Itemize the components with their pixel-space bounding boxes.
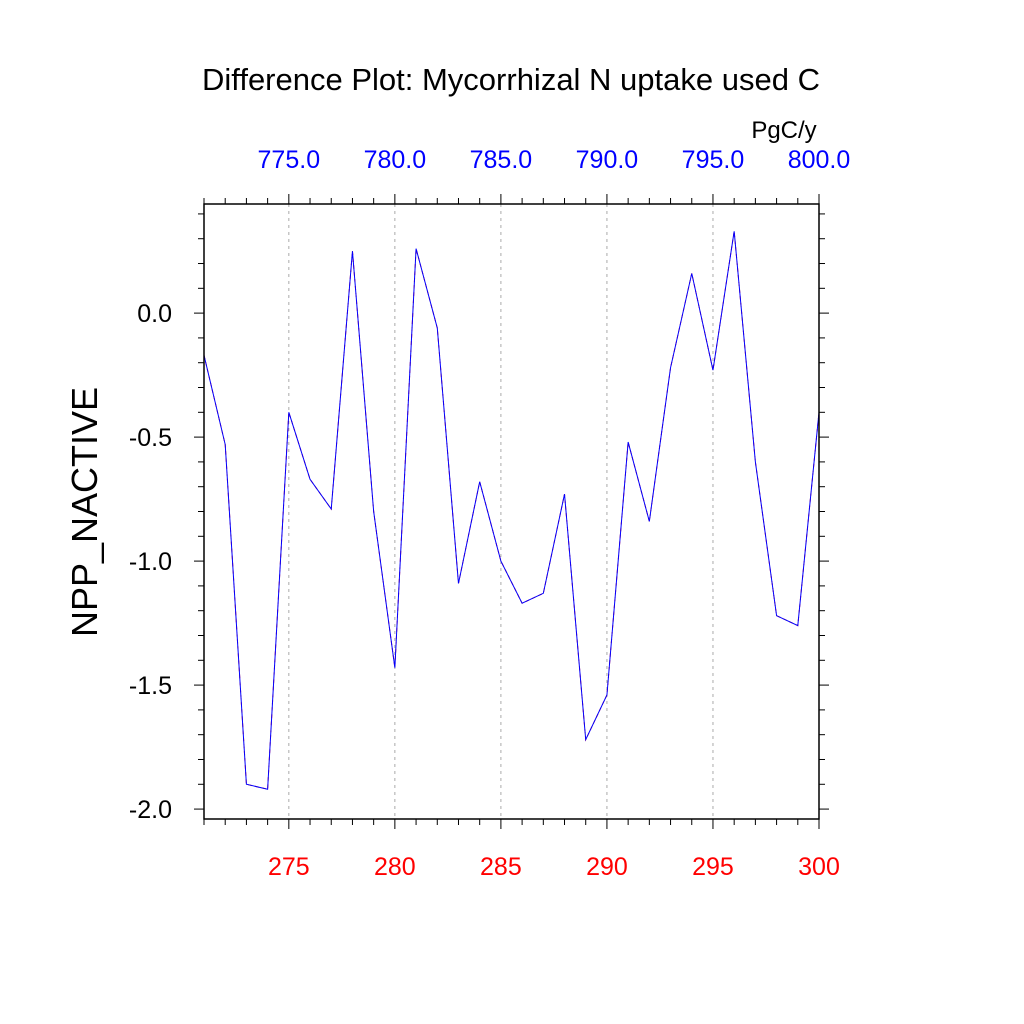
x-tick-label: 275 — [268, 853, 310, 881]
y-tick-label: -0.5 — [129, 424, 172, 452]
series-line-2 — [203, 231, 820, 790]
top-tick-label: 775.0 — [258, 146, 321, 174]
top-tick-label: 780.0 — [364, 146, 427, 174]
top-tick-label: 790.0 — [576, 146, 639, 174]
tick-labels: 275 280 285 290 295 300 775.0 780.0 785.0 790.0 79… — [129, 146, 850, 881]
grid — [288, 204, 714, 819]
x-tick-label: 290 — [586, 853, 628, 881]
y-tick-label: -2.0 — [129, 796, 172, 824]
x-tick-label: 285 — [480, 853, 522, 881]
top-tick-label: 800.0 — [788, 146, 851, 174]
axis-ticks — [194, 194, 829, 829]
y-axis-label: NPP_NACTIVE — [64, 387, 105, 637]
y-tick-label: 0.0 — [137, 300, 172, 328]
series-line-1 — [203, 231, 820, 790]
top-axis-unit: PgC/y — [751, 117, 816, 144]
y-tick-label: -1.0 — [129, 548, 172, 576]
chart-title: Difference Plot: Mycorrhizal N uptake us… — [202, 62, 820, 97]
x-tick-label: 295 — [692, 853, 734, 881]
top-tick-label: 785.0 — [470, 146, 533, 174]
plot-frame — [203, 203, 820, 820]
top-tick-label: 795.0 — [682, 146, 745, 174]
series-group — [203, 231, 820, 790]
y-tick-label: -1.5 — [129, 672, 172, 700]
x-tick-label: 300 — [798, 853, 840, 881]
x-tick-label: 280 — [374, 853, 416, 881]
